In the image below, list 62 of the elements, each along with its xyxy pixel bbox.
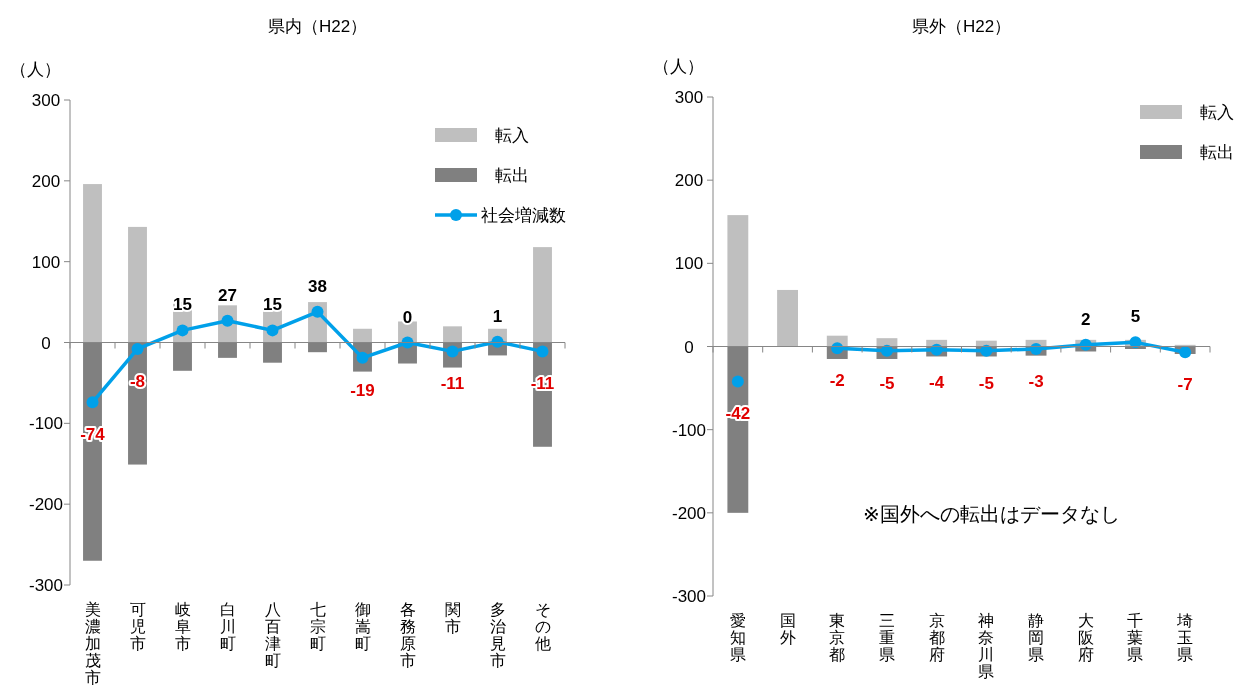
data-label: -5 <box>978 373 994 393</box>
y-tick-label: -300 <box>28 576 64 595</box>
x-tick-label: 大阪府 <box>1077 612 1094 663</box>
y-tick-label: 300 <box>31 91 61 110</box>
x-tick-label: 埼玉県 <box>1176 612 1194 663</box>
x-tick-label: 京都府 <box>928 612 945 663</box>
y-tick-label: -300 <box>671 587 707 606</box>
x-tick-label: 八百津町 <box>264 601 281 669</box>
x-tick-label: 七宗町 <box>309 601 326 652</box>
y-tick-label: 100 <box>31 252 61 272</box>
data-label: -19 <box>350 380 375 400</box>
data-label: 27 <box>218 285 237 305</box>
y-tick-label: 100 <box>674 254 704 274</box>
data-label: -2 <box>829 371 845 391</box>
legend-label: 転出 <box>495 166 529 185</box>
data-label: 38 <box>308 276 327 296</box>
data-label: -3 <box>1028 371 1044 391</box>
data-label: -4 <box>929 372 945 392</box>
data-label: -11 <box>440 374 465 394</box>
x-tick-label: 御嵩町 <box>354 601 371 652</box>
y-tick-label: -100 <box>28 414 64 434</box>
chart-title: 県内（H22） <box>267 17 368 36</box>
legend-label: 転出 <box>1200 143 1234 162</box>
x-tick-label: 美濃加茂市 <box>84 601 101 686</box>
data-label: 15 <box>173 295 192 315</box>
y-tick-label: -100 <box>671 420 707 440</box>
legend-label: 社会増減数 <box>481 206 566 225</box>
y-tick-label: 200 <box>31 171 61 191</box>
x-tick-label: 三重県 <box>878 612 895 663</box>
data-label: 15 <box>263 295 282 315</box>
data-label: 5 <box>1130 307 1141 327</box>
y-axis-title: （人） <box>652 57 704 76</box>
x-tick-label: 東京都 <box>829 612 846 663</box>
x-tick-label: 可児市 <box>129 601 146 652</box>
x-tick-label: 多治見市 <box>489 601 506 669</box>
data-label: -8 <box>129 371 146 391</box>
x-tick-label: 岐阜市 <box>174 601 191 652</box>
y-tick-label: -200 <box>28 495 64 515</box>
x-tick-label: その他 <box>534 601 551 652</box>
x-tick-label: 神奈川県 <box>978 612 995 680</box>
data-label: -5 <box>879 373 895 393</box>
x-tick-label: 国外 <box>779 612 796 646</box>
data-label: 2 <box>1081 309 1091 329</box>
y-axis-title: （人） <box>9 60 61 79</box>
legend-label: 転入 <box>1200 103 1234 122</box>
y-tick-label: 0 <box>684 337 694 357</box>
x-tick-label: 千葉県 <box>1127 612 1144 663</box>
y-tick-label: 0 <box>41 333 51 353</box>
x-tick-label: 静岡県 <box>1028 612 1045 663</box>
x-tick-label: 各務原市 <box>399 601 416 669</box>
x-tick-label: 関市 <box>444 601 461 635</box>
data-label: -7 <box>1177 375 1193 395</box>
annotation: ※国外への転出はデータなし <box>863 503 1120 526</box>
chart-title: 県外（H22） <box>911 17 1012 36</box>
x-tick-label: 白川町 <box>219 601 236 652</box>
data-label: 1 <box>492 306 503 326</box>
data-label: 0 <box>402 307 413 327</box>
y-tick-label: -200 <box>671 503 707 523</box>
y-tick-label: 300 <box>674 88 704 107</box>
y-tick-label: 200 <box>674 171 704 191</box>
legend-label: 転入 <box>495 126 529 145</box>
x-tick-label: 愛知県 <box>729 612 746 663</box>
